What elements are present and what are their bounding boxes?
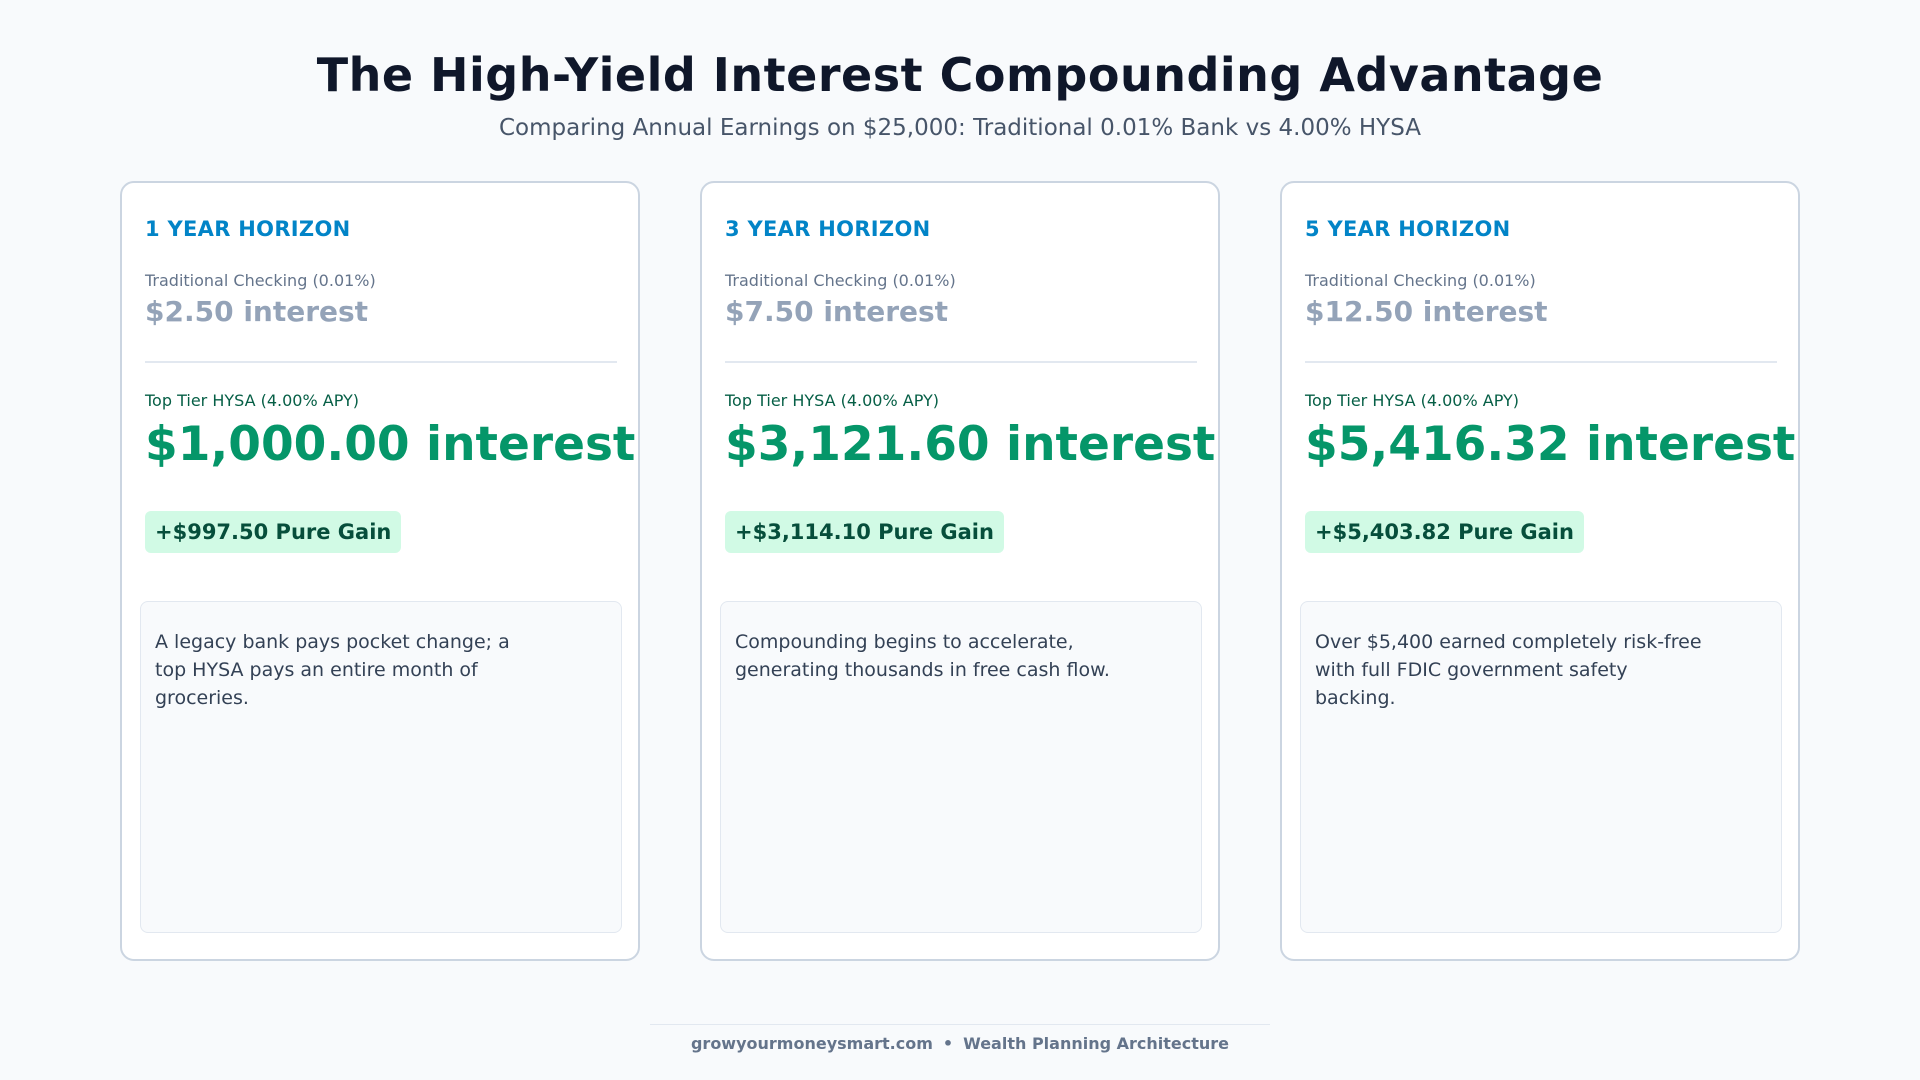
note-text: Over $5,400 earned completely risk-free … xyxy=(1315,631,1702,709)
horizon-card-1-year: 1 YEAR HORIZON Traditional Checking (0.0… xyxy=(120,181,640,961)
hysa-label: Top Tier HYSA (4.00% APY) xyxy=(1305,391,1520,410)
hysa-value: $5,416.32 interest xyxy=(1305,417,1796,472)
note-box: Compounding begins to accelerate, genera… xyxy=(720,601,1202,933)
traditional-value: $12.50 interest xyxy=(1305,295,1548,328)
horizon-card-3-year: 3 YEAR HORIZON Traditional Checking (0.0… xyxy=(700,181,1220,961)
note-box: A legacy bank pays pocket change; a top … xyxy=(140,601,622,933)
traditional-value: $2.50 interest xyxy=(145,295,369,328)
footer-separator: • xyxy=(942,1034,954,1053)
traditional-label: Traditional Checking (0.01%) xyxy=(1305,271,1536,290)
gain-badge: +$3,114.10 Pure Gain xyxy=(725,511,1004,553)
gain-badge: +$997.50 Pure Gain xyxy=(145,511,402,553)
hysa-label: Top Tier HYSA (4.00% APY) xyxy=(145,391,360,410)
divider xyxy=(145,361,617,363)
horizon-cards: 1 YEAR HORIZON Traditional Checking (0.0… xyxy=(120,181,1800,961)
divider xyxy=(725,361,1197,363)
page-subtitle: Comparing Annual Earnings on $25,000: Tr… xyxy=(499,115,1421,141)
traditional-label: Traditional Checking (0.01%) xyxy=(725,271,956,290)
divider xyxy=(1305,361,1777,363)
footer-site-link[interactable]: growyourmoneysmart.com xyxy=(690,1034,933,1053)
hysa-value: $3,121.60 interest xyxy=(725,417,1216,472)
page-title: The High-Yield Interest Compounding Adva… xyxy=(316,48,1604,102)
footer-divider xyxy=(650,1024,1270,1025)
horizon-card-5-year: 5 YEAR HORIZON Traditional Checking (0.0… xyxy=(1280,181,1800,961)
horizon-title: 1 YEAR HORIZON xyxy=(145,217,351,241)
note-text: Compounding begins to accelerate, genera… xyxy=(735,631,1110,681)
traditional-value: $7.50 interest xyxy=(725,295,949,328)
footer: growyourmoneysmart.com • Wealth Planning A… xyxy=(0,1034,1920,1053)
note-text: A legacy bank pays pocket change; a top … xyxy=(155,631,510,709)
hysa-value: $1,000.00 interest xyxy=(145,417,636,472)
gain-badge: +$5,403.82 Pure Gain xyxy=(1305,511,1584,553)
horizon-title: 3 YEAR HORIZON xyxy=(725,217,931,241)
traditional-label: Traditional Checking (0.01%) xyxy=(145,271,376,290)
note-box: Over $5,400 earned completely risk-free … xyxy=(1300,601,1782,933)
hysa-label: Top Tier HYSA (4.00% APY) xyxy=(725,391,940,410)
footer-tagline: Wealth Planning Architecture xyxy=(963,1034,1230,1053)
horizon-title: 5 YEAR HORIZON xyxy=(1305,217,1511,241)
